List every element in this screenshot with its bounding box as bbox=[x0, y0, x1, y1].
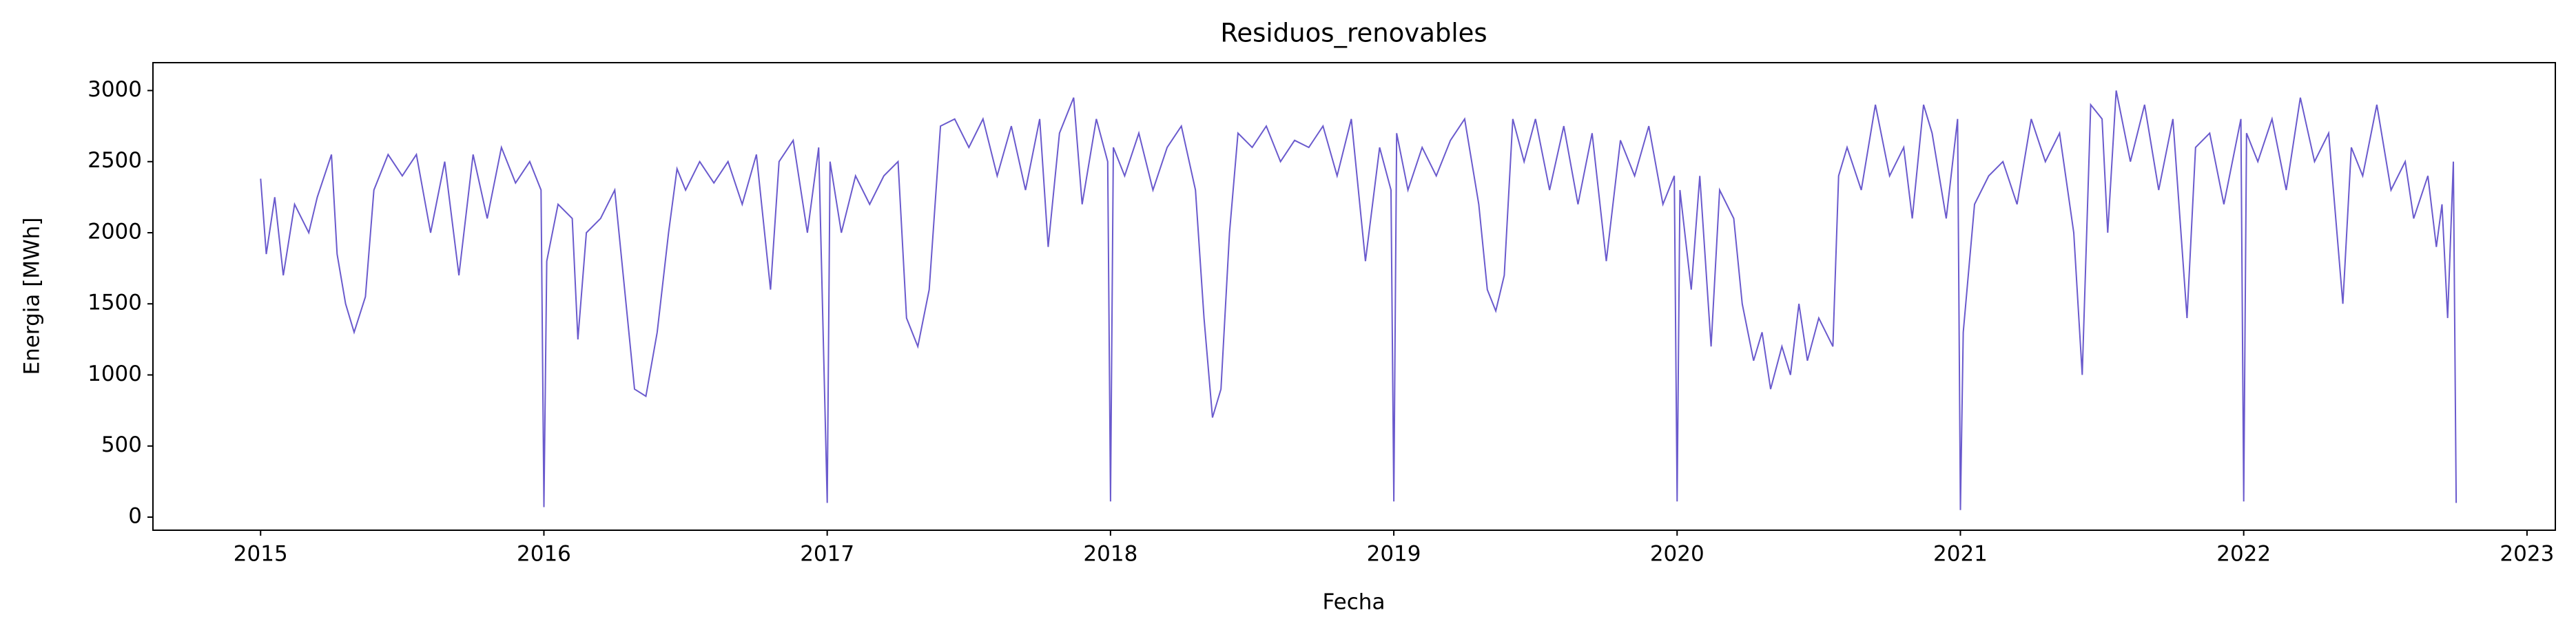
x-tick-label: 2017 bbox=[800, 542, 854, 567]
y-tick-label: 0 bbox=[128, 504, 142, 529]
x-tick-label: 2022 bbox=[2216, 542, 2271, 567]
x-tick-label: 2021 bbox=[1933, 542, 1988, 567]
y-tick-label: 3000 bbox=[87, 77, 142, 102]
x-tick-label: 2019 bbox=[1367, 542, 1421, 567]
y-tick-label: 500 bbox=[101, 432, 142, 457]
x-tick-label: 2016 bbox=[517, 542, 571, 567]
y-tick-label: 1500 bbox=[87, 291, 142, 315]
chart-title: Residuos_renovables bbox=[1220, 19, 1487, 48]
data-line bbox=[260, 90, 2457, 510]
x-tick-label: 2020 bbox=[1650, 542, 1704, 567]
x-tick-label: 2015 bbox=[234, 542, 288, 567]
plot-frame bbox=[152, 62, 2556, 531]
y-tick-label: 1000 bbox=[87, 362, 142, 386]
x-tick-label: 2018 bbox=[1083, 542, 1137, 567]
x-axis-label: Fecha bbox=[1323, 590, 1385, 615]
x-tick-label: 2023 bbox=[2500, 542, 2554, 567]
y-tick-label: 2000 bbox=[87, 219, 142, 244]
y-tick-label: 2500 bbox=[87, 148, 142, 173]
y-axis-label: Energia [MWh] bbox=[20, 218, 45, 375]
